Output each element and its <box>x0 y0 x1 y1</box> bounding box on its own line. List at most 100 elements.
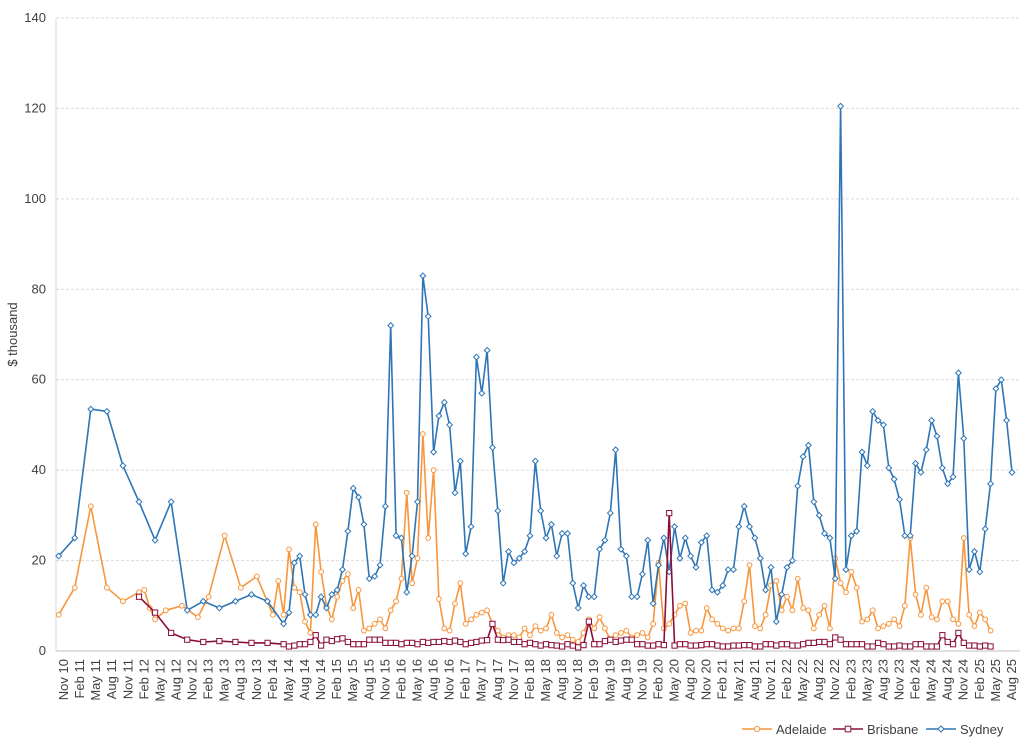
x-tick-label: May 23 <box>859 659 874 702</box>
x-tick-label: Aug 20 <box>683 659 698 700</box>
data-point <box>794 642 801 649</box>
data-point <box>719 625 726 632</box>
data-point <box>574 604 582 612</box>
data-point <box>511 632 517 639</box>
data-point <box>885 464 893 472</box>
data-point <box>547 520 555 528</box>
x-tick-label: May 16 <box>409 659 424 702</box>
data-point <box>939 598 946 605</box>
data-point <box>628 636 635 643</box>
data-point <box>788 557 796 565</box>
data-point <box>151 609 159 616</box>
data-point <box>334 593 341 600</box>
legend-item-brisbane: Brisbane <box>833 722 918 737</box>
data-point <box>355 587 362 593</box>
data-point <box>409 639 416 646</box>
data-point <box>965 566 973 574</box>
x-tick-label: Aug 17 <box>490 659 505 700</box>
x-tick-label: Aug 16 <box>426 659 441 700</box>
x-tick-label: Feb 25 <box>972 659 987 699</box>
series-layer <box>55 102 1016 651</box>
data-point <box>987 627 994 634</box>
data-point <box>286 546 292 553</box>
data-point <box>366 625 373 632</box>
data-point <box>456 457 464 465</box>
data-point <box>135 593 143 600</box>
y-tick-labels: 0 20 40 60 80 100 120 140 <box>24 10 46 658</box>
data-point <box>424 312 432 320</box>
data-point <box>532 623 539 630</box>
data-point <box>966 642 973 649</box>
legend-item-adelaide: Adelaide <box>742 722 827 737</box>
data-point <box>435 638 443 646</box>
data-point <box>954 369 962 377</box>
legend-label: Brisbane <box>867 722 918 737</box>
data-point <box>430 448 438 456</box>
x-tick-label: Feb 11 <box>72 659 87 699</box>
data-point <box>751 643 758 650</box>
data-point <box>901 602 908 609</box>
data-point <box>644 536 652 544</box>
data-point <box>746 523 754 531</box>
data-point <box>917 468 925 476</box>
x-tick-label: May 21 <box>731 659 746 702</box>
x-tick-label: Aug 14 <box>297 659 312 700</box>
data-point <box>564 632 571 639</box>
data-point <box>231 597 239 605</box>
data-point <box>735 523 743 531</box>
data-point <box>393 598 399 605</box>
data-point <box>773 578 780 584</box>
data-point <box>730 642 737 649</box>
data-point <box>350 641 357 648</box>
data-point <box>328 637 335 645</box>
data-point <box>152 616 158 623</box>
data-point <box>333 586 341 594</box>
data-point <box>317 593 325 601</box>
data-point <box>918 611 924 618</box>
x-tick-label: Aug 24 <box>940 659 955 700</box>
data-point <box>751 534 759 542</box>
data-point <box>87 503 94 510</box>
data-point <box>858 641 866 648</box>
data-point <box>559 643 566 650</box>
data-point <box>639 641 646 648</box>
data-point <box>484 637 491 644</box>
x-tick-label: Nov 10 <box>56 659 71 700</box>
data-point <box>307 638 314 646</box>
legend-marker <box>937 725 945 733</box>
data-point <box>671 642 678 649</box>
data-point <box>757 643 764 650</box>
data-point <box>687 552 695 560</box>
data-point <box>462 550 470 558</box>
data-point <box>419 272 427 280</box>
data-point <box>778 590 786 598</box>
data-point <box>815 511 823 519</box>
x-tick-label: Feb 13 <box>201 659 216 699</box>
data-point <box>950 616 956 623</box>
data-point <box>997 376 1005 384</box>
data-point <box>537 642 544 649</box>
data-point <box>725 627 732 634</box>
y-tick-label: 20 <box>32 553 46 568</box>
data-point <box>960 434 968 443</box>
data-point <box>306 611 314 619</box>
data-point <box>767 641 775 648</box>
data-point <box>563 529 571 537</box>
data-point <box>638 570 646 578</box>
data-point <box>537 507 545 515</box>
data-point <box>596 545 604 553</box>
data-point <box>472 353 480 361</box>
data-point <box>408 552 416 560</box>
data-point <box>869 643 876 650</box>
data-point <box>970 548 978 556</box>
data-point <box>403 588 411 596</box>
y-tick-label: 120 <box>24 100 46 115</box>
data-point <box>478 389 486 397</box>
data-point <box>280 611 287 618</box>
data-point <box>253 573 260 580</box>
data-point <box>200 638 207 646</box>
data-point <box>119 462 127 470</box>
data-point <box>880 641 887 648</box>
data-point <box>741 642 748 649</box>
